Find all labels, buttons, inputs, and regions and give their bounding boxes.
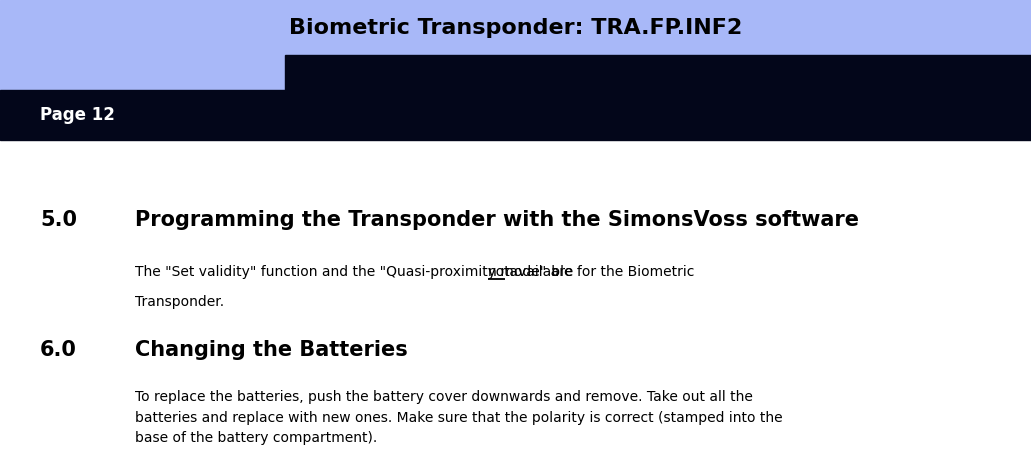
Text: Biometric Transponder: TRA.FP.INF2: Biometric Transponder: TRA.FP.INF2	[289, 18, 742, 38]
Text: Programming the Transponder with the SimonsVoss software: Programming the Transponder with the Sim…	[135, 210, 859, 230]
Text: Changing the Batteries: Changing the Batteries	[135, 340, 407, 360]
Text: The "Set validity" function and the "Quasi-proximity mode" are: The "Set validity" function and the "Qua…	[135, 265, 577, 279]
Bar	[0, 0, 1031, 55]
Text: Transponder.: Transponder.	[135, 295, 224, 309]
Text: Page 12: Page 12	[40, 106, 114, 124]
Text: not: not	[488, 265, 510, 279]
Bar	[0, 90, 1031, 140]
Bar	[285, 55, 1031, 110]
Text: To replace the batteries, push the battery cover downwards and remove. Take out : To replace the batteries, push the batte…	[135, 390, 783, 445]
Text: 5.0: 5.0	[40, 210, 77, 230]
Text: 6.0: 6.0	[40, 340, 77, 360]
Text: available for the Biometric: available for the Biometric	[504, 265, 694, 279]
Bar	[0, 55, 285, 110]
